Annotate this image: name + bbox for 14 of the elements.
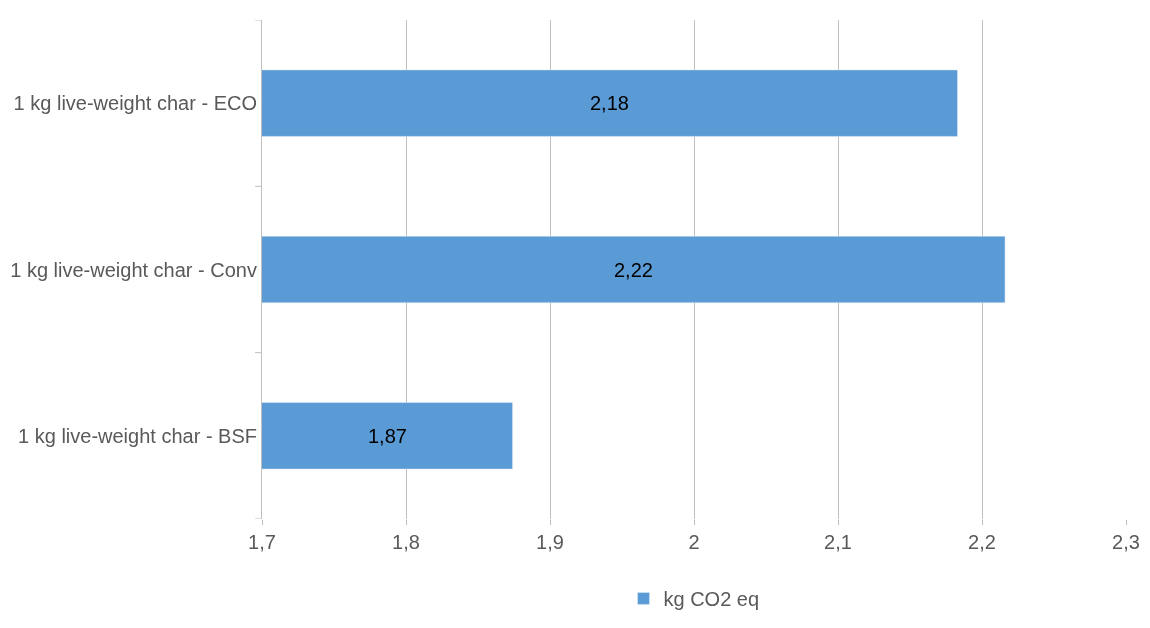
x-tick-label: 1,8 xyxy=(392,531,420,553)
x-tick-label: 2,1 xyxy=(824,531,852,553)
x-tick-label: 2,3 xyxy=(1112,531,1140,553)
x-tick-label: 2 xyxy=(688,531,700,553)
x-tick-label: 2,2 xyxy=(968,531,996,553)
y-tick-label: 1 kg live-weight char - BSF xyxy=(18,424,257,447)
y-tick-label: 1 kg live-weight char - ECO xyxy=(13,92,257,115)
legend-label: kg CO2 eq xyxy=(663,588,760,611)
data-label: 1,87 xyxy=(368,425,407,447)
y-tick-label: 1 kg live-weight char - Conv xyxy=(10,258,257,281)
data-label: 2,18 xyxy=(590,92,629,114)
data-label: 2,22 xyxy=(614,259,653,281)
x-tick-label: 1,9 xyxy=(536,531,564,553)
x-tick-label: 1,7 xyxy=(248,531,276,553)
